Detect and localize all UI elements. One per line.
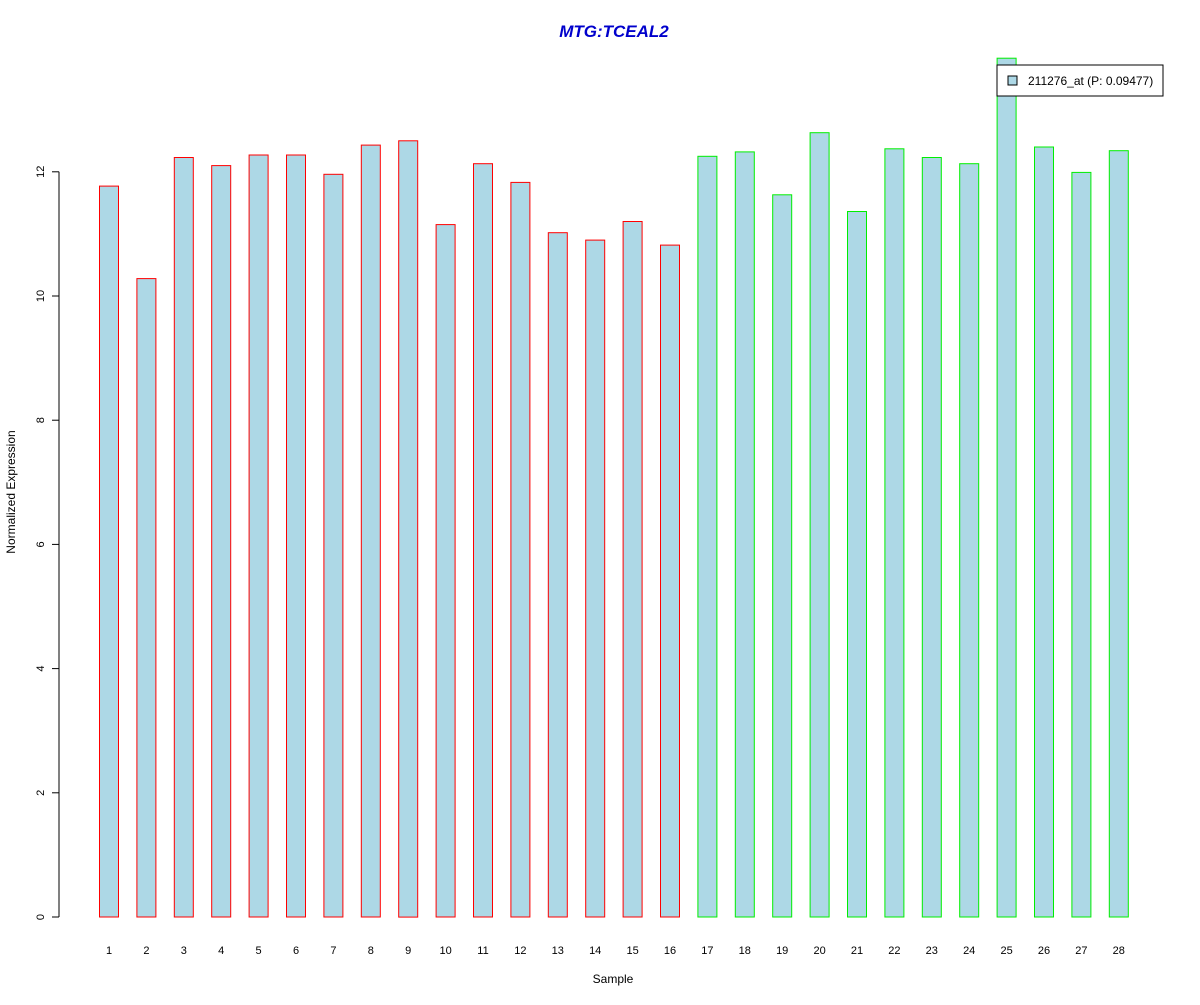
bar-sample-24: [959, 163, 980, 918]
x-tick-label: 11: [477, 945, 488, 957]
legend-entry-label: 211276_at (P: 0.09477): [1028, 74, 1153, 88]
x-tick-label: 2: [143, 945, 149, 957]
x-tick-label: 15: [626, 945, 638, 957]
y-tick-label: 10: [35, 290, 47, 302]
x-tick-label: 24: [963, 945, 975, 957]
x-axis-tick-labels: 1 2 3 4 5 6 7 8 9 10 11 12 13 14 15 16 17 18 19 20 21 22 23 24 2…: [106, 945, 1125, 957]
x-tick-label: 22: [888, 945, 900, 957]
bar-sample-5: [248, 154, 269, 918]
x-tick-label: 18: [739, 945, 751, 957]
x-tick-label: 10: [439, 945, 451, 957]
x-axis-label: Sample: [593, 972, 634, 986]
x-tick-label: 13: [552, 945, 564, 957]
x-tick-label: 5: [256, 945, 262, 957]
bar-sample-11: [473, 163, 493, 918]
y-tick-label: 12: [35, 166, 47, 178]
x-tick-label: 1: [106, 945, 112, 957]
x-tick-label: 28: [1113, 945, 1125, 957]
bar-sample-12: [510, 181, 531, 918]
x-tick-label: 23: [926, 945, 938, 957]
bar-sample-18: [734, 151, 755, 918]
x-tick-label: 21: [851, 945, 863, 957]
y-tick-label: 4: [35, 666, 47, 672]
bar-sample-20: [809, 132, 830, 918]
x-tick-label: 17: [701, 945, 713, 957]
x-tick-label: 26: [1038, 945, 1050, 957]
bar-sample-6: [286, 154, 306, 918]
legend-swatch: [1007, 75, 1018, 86]
bar-sample-8: [360, 144, 381, 918]
bar-sample-21: [847, 211, 867, 918]
bar-sample-28: [1108, 150, 1129, 918]
y-tick-label: 6: [35, 541, 47, 547]
x-tick-label: 12: [514, 945, 526, 957]
x-tick-label: 4: [218, 945, 224, 957]
bar-sample-13: [547, 232, 568, 918]
bar-sample-27: [1071, 171, 1092, 918]
bar-sample-7: [323, 173, 344, 918]
x-tick-label: 20: [813, 945, 825, 957]
chart-title: MTG:TCEAL2: [559, 22, 669, 41]
bar-sample-14: [585, 239, 606, 918]
bar-sample-26: [1034, 146, 1054, 918]
bar-sample-2: [136, 278, 157, 918]
x-tick-label: 6: [293, 945, 299, 957]
bar-sample-4: [211, 165, 232, 918]
x-tick-label: 8: [368, 945, 374, 957]
y-tick-label: 8: [35, 417, 47, 423]
y-tick-label: 0: [35, 914, 47, 920]
bar-sample-17: [697, 155, 718, 918]
bar-sample-3: [173, 157, 194, 918]
x-tick-label: 14: [589, 945, 601, 957]
y-axis-label: Normalized Expression: [4, 430, 18, 553]
y-tick-label: 2: [35, 790, 47, 796]
x-tick-label: 19: [776, 945, 788, 957]
x-tick-label: 9: [405, 945, 411, 957]
bar-sample-9: [398, 140, 419, 918]
bar-sample-22: [884, 148, 905, 918]
bar-sample-23: [921, 157, 942, 918]
bar-sample-16: [660, 244, 680, 918]
x-tick-label: 3: [181, 945, 187, 957]
x-tick-label: 27: [1075, 945, 1087, 957]
x-tick-label: 25: [1000, 945, 1012, 957]
legend: 211276_at (P: 0.09477): [996, 64, 1164, 97]
x-tick-label: 7: [330, 945, 336, 957]
legend-box: [996, 64, 1164, 97]
bar-sample-19: [772, 194, 793, 918]
x-tick-label: 16: [664, 945, 676, 957]
bar-sample-15: [622, 221, 643, 918]
bar-sample-1: [99, 185, 119, 918]
y-axis: 0 2 4 6 8 10 12: [35, 166, 60, 920]
bar-sample-10: [435, 224, 456, 918]
bar-sample-25: [996, 57, 1017, 918]
bars: [99, 57, 1129, 918]
